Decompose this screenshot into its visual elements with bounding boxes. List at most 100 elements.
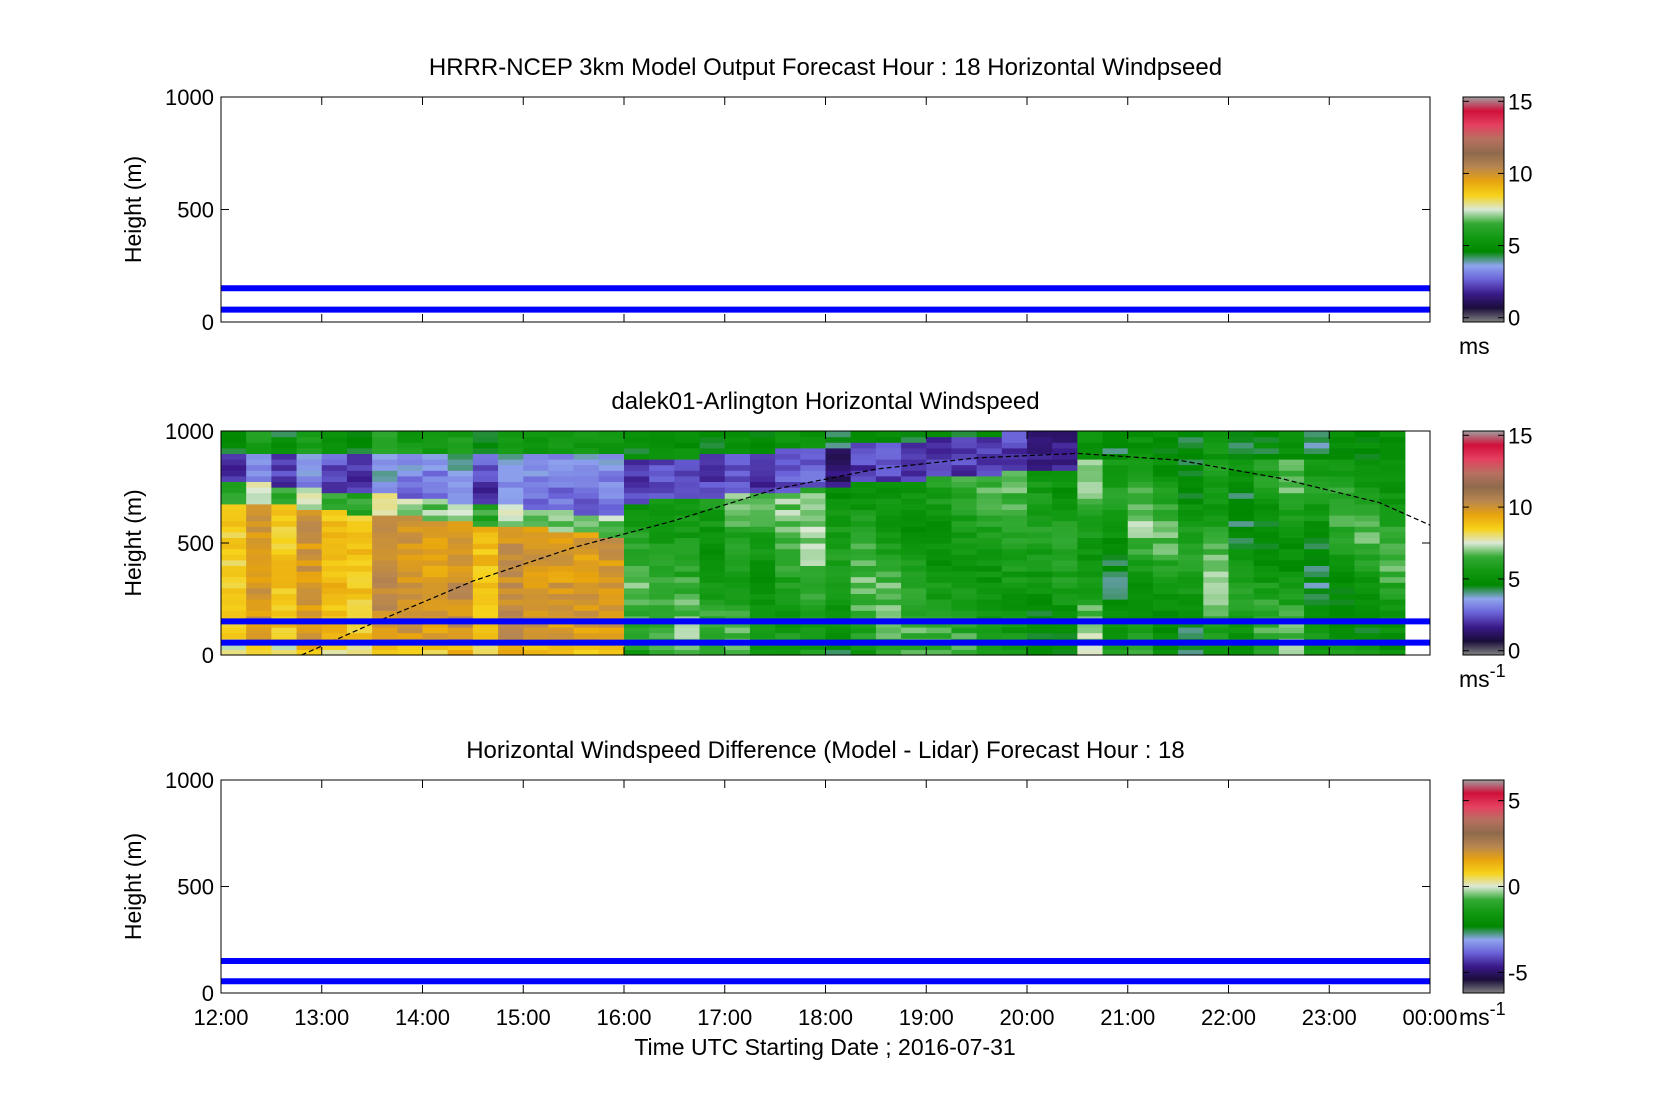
field-cell [321,643,348,650]
field-cell [1278,621,1305,628]
field-cell [825,531,852,538]
field-cell [1304,531,1330,538]
field-cell [221,537,247,544]
field-cell [346,431,373,438]
field-cell [724,548,751,555]
field-cell [624,436,650,443]
field-cell [1253,487,1280,494]
field-cell [1329,526,1356,533]
field-cell [1278,543,1305,550]
field-cell [624,498,650,505]
field-cell [598,531,625,538]
field-cell [951,515,978,522]
field-cell [1354,543,1381,550]
field-cell [926,531,953,538]
field-cell [875,459,902,466]
field-cell [321,599,348,606]
field-cell [221,604,247,611]
field-cell [321,571,348,578]
field-cell [800,470,827,477]
field-cell [1228,537,1255,544]
field-cell [598,610,625,617]
field-cell [850,537,877,544]
field-cell [699,503,726,510]
field-cell [850,515,877,522]
field-cell [548,565,575,572]
field-cell [800,526,827,533]
field-cell [221,576,247,583]
field-cell [724,470,751,477]
field-cell [1127,487,1154,494]
field-cell [498,537,524,544]
field-cell [246,447,272,454]
field-cell [850,643,877,650]
field-cell [1228,526,1255,533]
field-cell [825,610,852,617]
field-cell [1304,498,1330,505]
field-cell [221,543,247,550]
field-cell [598,475,625,482]
field-cell [699,643,726,650]
field-cell [1304,509,1330,516]
field-cell [598,447,625,454]
field-cell [926,520,953,527]
field-cell [775,587,801,594]
field-cell [1304,470,1330,477]
field-cell [598,436,625,443]
field-cell [624,447,650,454]
field-cell [447,587,474,594]
field-cell [1228,515,1255,522]
field-cell [346,503,373,510]
field-cell [976,627,1003,634]
field-cell [825,526,852,533]
field-cell [775,515,801,522]
field-cell [775,554,801,561]
field-cell [800,548,827,555]
field-cell [1178,447,1204,454]
field-cell [976,436,1003,443]
field-cell [321,587,348,594]
field-cell [951,649,978,656]
field-cell [699,464,726,471]
field-cell [548,621,575,628]
field-cell [1102,515,1129,522]
field-cell [749,459,776,466]
field-cell [951,627,978,634]
field-cell [1354,576,1381,583]
field-cell [246,459,272,466]
field-cell [850,481,877,488]
field-cell [1228,531,1255,538]
field-cell [1001,576,1028,583]
field-cell [1178,503,1204,510]
field-cell [246,498,272,505]
field-cell [1354,587,1381,594]
field-cell [271,621,298,628]
field-cell [976,593,1003,600]
field-cell [1127,649,1154,656]
field-cell [850,431,877,438]
field-cell [1329,436,1356,443]
field-cell [1052,599,1078,606]
field-cell [976,526,1003,533]
field-cell [749,475,776,482]
field-cell [498,459,524,466]
colorbar-tick-label: 0 [1508,639,1520,664]
field-cell [321,498,348,505]
field-cell [825,498,852,505]
field-cell [825,571,852,578]
field-cell [1203,481,1230,488]
field-cell [1077,632,1104,639]
field-cell [1253,610,1280,617]
field-cell [1253,548,1280,555]
field-cell [1102,447,1129,454]
field-cell [1253,470,1280,477]
field-cell [1203,582,1230,589]
field-cell [271,509,298,516]
field-cell [1379,593,1406,600]
field-cell [1379,492,1406,499]
field-cell [397,515,424,522]
field-cell [346,537,373,544]
field-cell [1329,515,1356,522]
field-cell [724,464,751,471]
field-cell [422,453,449,460]
